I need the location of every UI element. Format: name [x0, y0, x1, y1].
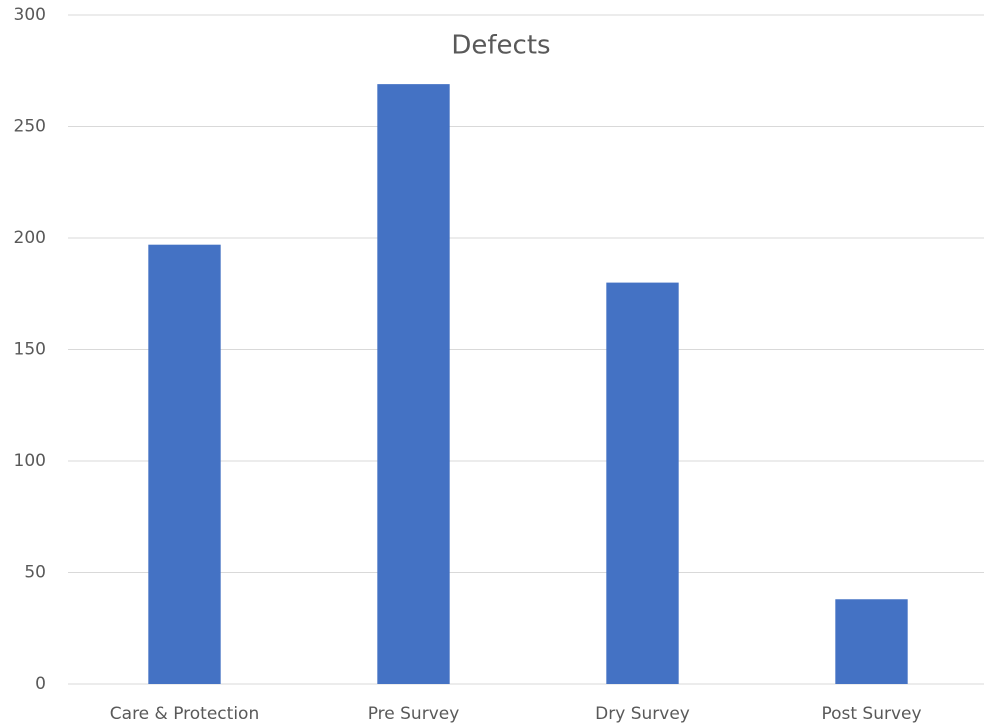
- bar: [148, 244, 221, 684]
- y-tick-label: 150: [14, 340, 46, 360]
- bar: [835, 599, 908, 684]
- y-tick-label: 300: [14, 5, 46, 25]
- y-tick-label: 200: [14, 228, 46, 248]
- y-tick-label: 50: [24, 563, 46, 583]
- y-tick-label: 250: [14, 117, 46, 137]
- x-tick-label: Post Survey: [821, 704, 921, 724]
- y-tick-label: 100: [14, 451, 46, 471]
- bar: [606, 282, 679, 684]
- x-tick-label: Dry Survey: [595, 704, 690, 724]
- bar: [377, 84, 450, 684]
- x-tick-label: Pre Survey: [368, 704, 460, 724]
- chart-title: Defects: [451, 31, 550, 61]
- x-tick-label: Care & Protection: [110, 704, 259, 724]
- y-tick-label: 0: [35, 674, 46, 694]
